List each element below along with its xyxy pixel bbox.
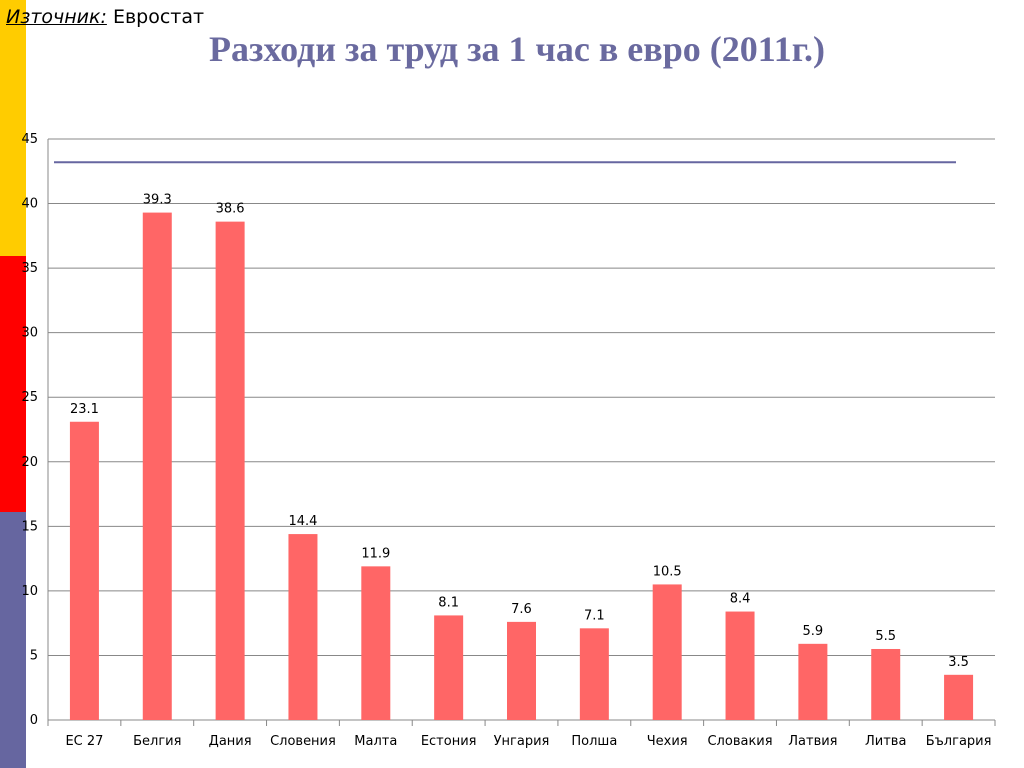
bar <box>434 615 464 720</box>
data-label: 3.5 <box>948 655 969 670</box>
category-label: Чехия <box>647 734 688 749</box>
sidebar-red-segment <box>0 256 26 512</box>
y-tick-label: 5 <box>30 648 38 663</box>
data-label: 14.4 <box>288 514 317 529</box>
bar <box>361 566 391 720</box>
data-label: 7.1 <box>584 608 605 623</box>
bar <box>871 648 901 720</box>
y-tick-label: 20 <box>21 455 38 470</box>
bar <box>579 628 609 720</box>
data-label: 7.6 <box>511 602 532 617</box>
category-label: ЕС 27 <box>65 734 103 749</box>
y-tick-label: 35 <box>21 261 38 276</box>
data-label: 39.3 <box>143 193 172 208</box>
y-tick-label: 0 <box>30 713 38 728</box>
category-label: Словения <box>270 734 336 749</box>
bar <box>507 621 536 720</box>
data-label: 11.9 <box>361 546 390 561</box>
bar <box>142 212 172 721</box>
bar <box>288 534 318 720</box>
category-label: Словакия <box>707 734 772 749</box>
y-tick-label: 10 <box>21 584 38 599</box>
category-label: Белгия <box>133 734 181 749</box>
data-label: 23.1 <box>70 402 99 417</box>
category-label: Унгария <box>494 734 550 749</box>
source-note: Източник: Евростат <box>6 6 204 28</box>
sidebar-yellow-segment <box>0 0 26 256</box>
y-tick-label: 40 <box>21 197 38 212</box>
bar <box>215 221 245 720</box>
data-label: 5.9 <box>803 624 824 639</box>
category-label: България <box>926 734 992 749</box>
data-label: 10.5 <box>653 564 682 579</box>
bar <box>944 674 974 720</box>
data-label: 5.5 <box>875 629 896 644</box>
data-label: 8.4 <box>730 592 751 607</box>
sidebar-blue-segment <box>0 512 26 768</box>
category-label: Латвия <box>788 734 837 749</box>
category-label: Дания <box>209 734 252 749</box>
chart-title: Разходи за труд за 1 час в евро (2011г.) <box>209 29 825 69</box>
category-label: Малта <box>354 734 397 749</box>
category-label: Литва <box>865 734 906 749</box>
y-tick-label: 45 <box>21 132 38 147</box>
data-label: 38.6 <box>216 202 245 217</box>
category-label: Естония <box>421 734 477 749</box>
bar <box>652 584 682 720</box>
source-value: Евростат <box>112 6 205 28</box>
category-label: Полша <box>571 734 617 749</box>
y-tick-label: 25 <box>21 390 38 405</box>
y-tick-label: 30 <box>21 326 38 341</box>
bar <box>69 421 99 720</box>
y-tick-label: 15 <box>21 519 38 534</box>
source-label: Източник: <box>6 6 107 28</box>
data-label: 8.1 <box>438 595 459 610</box>
bar <box>798 643 828 720</box>
bar <box>725 611 755 720</box>
